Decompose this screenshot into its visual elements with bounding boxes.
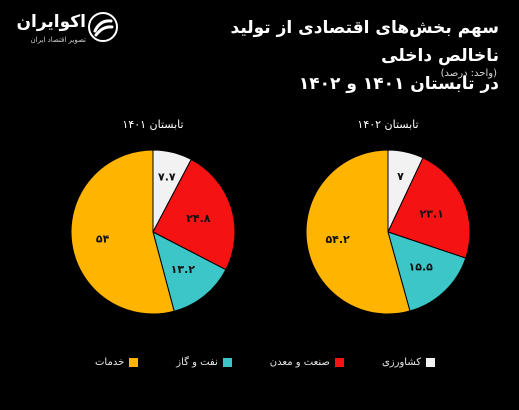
- legend-swatch: [222, 357, 232, 367]
- legend-label: خدمات: [95, 356, 125, 368]
- brand-logo: اکوایران تصویر اقتصاد ایران: [10, 10, 120, 52]
- brand-name: اکوایران: [16, 12, 87, 32]
- data-label-agriculture: ۷: [397, 170, 404, 183]
- chart-title-line-2: در تابستان ۱۴۰۱ و ۱۴۰۲: [298, 74, 499, 94]
- data-label-oil-gas: ۱۵.۵: [409, 261, 434, 274]
- legend-item-services: خدمات: [95, 356, 139, 368]
- legend-label: نفت و گاز: [176, 356, 218, 368]
- chart-title: سهم بخش‌های اقتصادی از تولید ناخالص داخل…: [169, 14, 500, 98]
- data-label-services: ۵۴: [96, 233, 110, 246]
- chart-title-line-1: سهم بخش‌های اقتصادی از تولید ناخالص داخل…: [230, 18, 500, 66]
- legend-item-oil-gas: نفت و گاز: [176, 356, 232, 368]
- pie-chart-2: تابستان ۱۴۰۱ ۷.۷ ۲۴.۸ ۱۳.۲ ۵۴: [70, 118, 236, 315]
- brand-tagline: تصویر اقتصاد ایران: [30, 36, 86, 44]
- brand-swirl-icon: [88, 12, 118, 42]
- data-label-industry: ۲۴.۸: [186, 212, 211, 225]
- legend-label: صنعت و معدن: [269, 356, 330, 368]
- legend: کشاورزی صنعت و معدن نفت و گاز خدمات: [95, 353, 435, 371]
- pie-slice-services: [70, 149, 175, 315]
- data-label-oil-gas: ۱۳.۲: [171, 263, 196, 276]
- pie-slice-oil-gas: [152, 231, 227, 312]
- pie-title: تابستان ۱۴۰۱: [122, 118, 183, 131]
- pie-chart-1: تابستان ۱۴۰۲ ۷ ۲۳.۱ ۱۵.۵ ۵۴.۲: [305, 118, 471, 315]
- data-label-services: ۵۴.۲: [325, 233, 350, 246]
- legend-label: کشاورزی: [381, 356, 421, 368]
- pie-slice-oil-gas: [387, 231, 467, 312]
- data-label-industry: ۲۳.۱: [420, 207, 444, 220]
- pie-slice-services: [305, 149, 411, 315]
- legend-swatch: [129, 357, 139, 367]
- unit-note: (واحد: درصد): [440, 68, 497, 79]
- legend-swatch: [426, 357, 435, 367]
- legend-item-industry: صنعت و معدن: [270, 357, 344, 368]
- pie-title: تابستان ۱۴۰۲: [357, 118, 418, 131]
- legend-item-agriculture: کشاورزی: [382, 357, 435, 368]
- legend-swatch: [334, 357, 344, 367]
- data-label-agriculture: ۷.۷: [158, 170, 176, 183]
- pie-slice-industry: [387, 157, 471, 259]
